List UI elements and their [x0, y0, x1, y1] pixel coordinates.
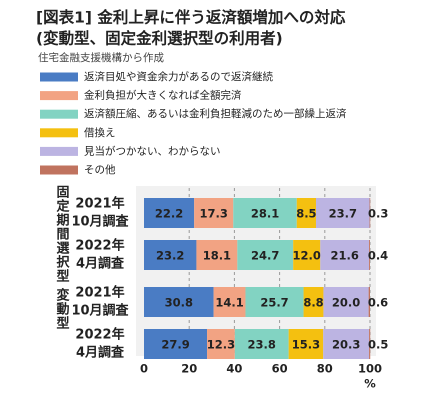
group-label: 変動型: [54, 287, 70, 330]
y-tick-label: 10月調査: [71, 303, 129, 319]
bar-segment: [144, 287, 214, 317]
bar-segment: [369, 198, 371, 228]
x-tick-label: 20: [181, 362, 197, 376]
bar-segment: [296, 198, 316, 228]
x-tick-label: 80: [317, 362, 333, 376]
legend-label: 返済額圧縮、あるいは金利負担軽減のため一部繰上返済: [84, 107, 347, 120]
value-label: 27.9: [161, 338, 189, 352]
legend-swatch: [40, 72, 78, 82]
value-label: 24.7: [251, 249, 279, 263]
x-tick-label: 40: [226, 362, 242, 376]
value-label: 22.2: [155, 207, 183, 221]
legend-swatch: [40, 146, 78, 156]
bar-segment: [303, 287, 324, 317]
legend-label: 金利負担が大きくなれば全額完済: [84, 89, 242, 102]
bar-segment: [323, 287, 369, 317]
bar-segment: [369, 240, 370, 270]
value-label: 20.3: [332, 338, 360, 352]
legend-swatch: [40, 109, 78, 119]
value-label: 23.2: [156, 249, 184, 263]
source: 住宅金融支援機構から作成: [38, 51, 164, 64]
bar-segment: [245, 287, 304, 317]
legend-label: 返済目処や資金余力があるので返済継続: [84, 70, 273, 83]
value-label: 20.0: [332, 296, 360, 310]
value-label: 12.0: [293, 249, 321, 263]
value-label: 15.3: [292, 338, 320, 352]
legend-swatch: [40, 91, 78, 101]
bar-segment: [196, 240, 238, 270]
legend-swatch: [40, 128, 78, 138]
y-tick-label: 10月調査: [71, 214, 129, 230]
legend-label: 見当がつかない、わからない: [84, 144, 221, 157]
legend-label: その他: [84, 163, 116, 176]
value-label: 18.1: [203, 249, 231, 263]
y-tick-label: 2022年: [75, 327, 124, 343]
bar-segment: [323, 329, 370, 359]
bar-segment: [144, 240, 197, 270]
value-label: 8.8: [303, 296, 323, 310]
value-label: 28.1: [251, 207, 279, 221]
value-label: 23.7: [329, 207, 357, 221]
y-tick-label: 4月調査: [76, 345, 125, 361]
x-tick-label: 60: [272, 362, 288, 376]
group-label: 固定期間選択型: [54, 185, 71, 283]
bar-segment: [144, 198, 195, 228]
bar-segment: [144, 329, 208, 359]
value-label: 0.3: [368, 207, 388, 221]
bar-segment: [315, 198, 370, 228]
y-tick-label: 2022年: [75, 238, 124, 254]
value-label: 17.3: [200, 207, 228, 221]
value-label: 0.4: [368, 249, 388, 263]
y-tick-label: 2021年: [75, 196, 124, 212]
value-label: 21.6: [331, 249, 359, 263]
bar-segment: [234, 329, 289, 359]
chart-title: [図表1] 金利上昇に伴う返済額増加への対応: [36, 8, 346, 27]
bar-segment: [213, 287, 246, 317]
bar-segment: [233, 198, 297, 228]
bar-segment: [194, 198, 234, 228]
chart-subtitle: (変動型、固定金利選択型の利用者): [36, 29, 283, 48]
bar-segment: [288, 329, 324, 359]
y-tick-label: 4月調査: [76, 256, 125, 272]
legend-label: 借換え: [84, 127, 116, 139]
value-label: 14.1: [215, 296, 243, 310]
value-label: 23.8: [248, 338, 276, 352]
x-tick-label: 100: [358, 362, 382, 376]
x-axis-unit: %: [364, 377, 376, 391]
value-label: 25.7: [260, 296, 288, 310]
value-label: 8.5: [296, 207, 316, 221]
bar-segment: [207, 329, 235, 359]
bar-segment: [320, 240, 370, 270]
value-label: 30.8: [165, 296, 193, 310]
bar-segment: [369, 329, 371, 359]
x-tick-label: 0: [140, 362, 148, 376]
value-label: 12.3: [207, 338, 235, 352]
y-tick-label: 2021年: [75, 285, 124, 301]
value-label: 0.5: [368, 338, 388, 352]
bar-segment: [293, 240, 321, 270]
value-label: 0.6: [368, 296, 388, 310]
bar-segment: [368, 287, 370, 317]
legend-swatch: [40, 165, 78, 175]
bar-segment: [237, 240, 294, 270]
